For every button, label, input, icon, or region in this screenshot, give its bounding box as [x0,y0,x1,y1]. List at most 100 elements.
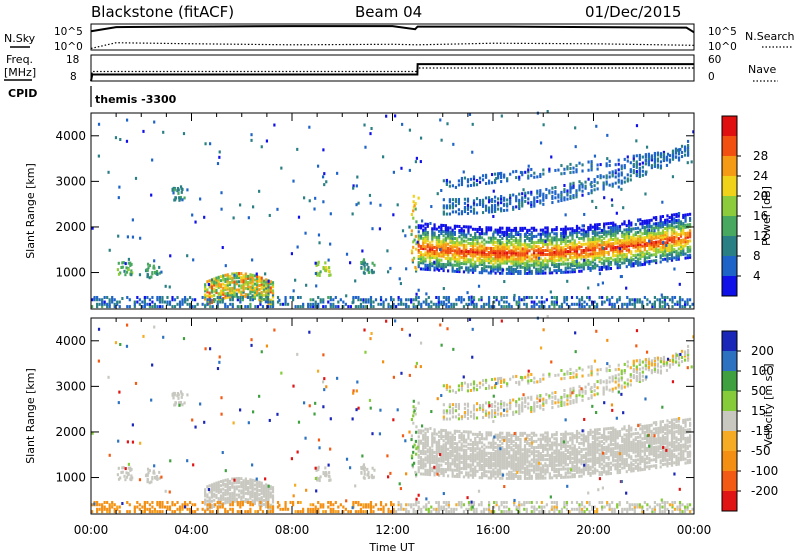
power-cell [612,258,615,262]
y-tick-label: 1000 [55,266,86,280]
power-cell [413,203,416,207]
power-cell [471,235,475,239]
velocity-cell [456,454,459,458]
power-cell [636,243,640,247]
velocity-cell [510,470,513,474]
power-cell [653,305,656,309]
power-cell [465,252,468,256]
power-cell [483,263,486,267]
power-cell [475,302,478,306]
power-cell [130,273,133,277]
power-cell [265,292,268,296]
power-cell [457,212,461,216]
power-cell [641,302,644,306]
power-cell [578,230,581,234]
power-cell [618,241,622,245]
velocity-cell [433,461,436,465]
power-cell [442,287,445,291]
power-cell [673,250,676,254]
power-cell [500,298,503,302]
power-cell [467,302,471,306]
power-cell [584,242,588,246]
velocity-cell [489,462,493,466]
power-cell [535,253,538,257]
power-cell [226,277,229,281]
power-cell [494,247,497,251]
power-cell [108,298,111,302]
power-cell [623,244,626,248]
power-cell [284,298,287,302]
power-cell [600,261,603,265]
power-cell [460,183,464,187]
power-cell [542,194,545,198]
power-cell [521,257,524,261]
power-cell [466,180,470,184]
velocity-cell [564,442,567,446]
velocity-cell [530,474,533,478]
velocity-cell [571,436,574,440]
power-cell [661,251,665,255]
power-cell [224,279,227,283]
power-cell [373,263,376,267]
power-cell [467,241,470,245]
velocity-cell [431,469,434,473]
power-cell [673,231,676,235]
power-cell [668,246,671,250]
power-cell [523,255,527,259]
power-cell [643,252,646,256]
power-cell [515,197,518,201]
power-cell [673,256,676,260]
power-cell [430,300,433,304]
power-cell [483,252,486,256]
power-cell [675,255,678,259]
power-cell [655,236,658,240]
power-cell [218,155,221,159]
velocity-cell [494,464,497,468]
velocity-cell [575,456,579,460]
power-cell [384,298,388,302]
power-cell [530,174,533,178]
power-cell [419,251,423,255]
power-cell [503,300,506,304]
power-cell [627,240,631,244]
power-cell [686,241,689,245]
power-cell [451,255,454,259]
power-cell [183,196,186,200]
power-cell [673,239,676,243]
power-cell [521,196,524,200]
velocity-cell [444,453,447,457]
power-cell [226,279,229,283]
velocity-cell [551,461,554,465]
power-cell [589,252,592,256]
power-cell [563,183,566,187]
power-cell [251,279,254,283]
power-cell [670,219,674,223]
power-cell [551,186,554,190]
velocity-cell [465,459,468,463]
power-cell [444,252,447,256]
power-cell [548,305,551,309]
power-cell [657,234,660,238]
velocity-cell [462,475,466,479]
power-cell [456,249,459,253]
velocity-cell [526,460,529,464]
power-cell [460,251,463,255]
velocity-cell [532,439,536,443]
power-cell [203,215,206,219]
velocity-cell [544,458,547,462]
power-cell [125,139,129,143]
power-cell [580,305,584,309]
power-cell [575,245,579,249]
power-cell [521,200,524,204]
velocity-cell [503,460,506,464]
power-cell [618,295,621,299]
power-cell [653,153,656,157]
power-cell [460,295,463,299]
power-cell [148,276,151,280]
power-cell [141,300,144,304]
power-cell [249,295,252,299]
power-cell [228,291,232,295]
velocity-cell [440,434,443,438]
velocity-cell [505,456,509,460]
power-cell [237,274,241,278]
